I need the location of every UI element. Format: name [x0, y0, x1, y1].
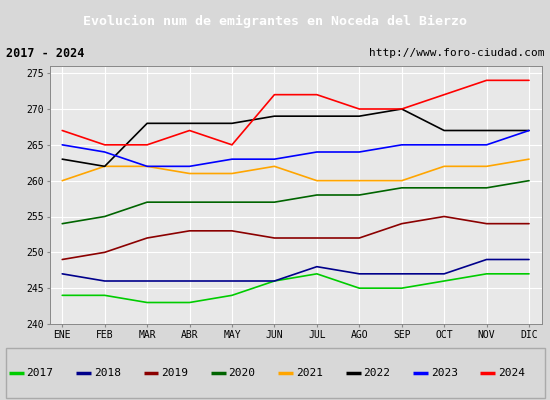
Text: http://www.foro-ciudad.com: http://www.foro-ciudad.com: [369, 48, 544, 58]
Text: 2020: 2020: [228, 368, 256, 378]
Text: 2017: 2017: [26, 368, 53, 378]
Text: 2021: 2021: [296, 368, 323, 378]
Text: 2019: 2019: [161, 368, 188, 378]
Text: 2023: 2023: [431, 368, 458, 378]
Text: 2018: 2018: [94, 368, 121, 378]
Text: 2022: 2022: [363, 368, 390, 378]
Text: 2017 - 2024: 2017 - 2024: [6, 47, 84, 60]
Text: Evolucion num de emigrantes en Noceda del Bierzo: Evolucion num de emigrantes en Noceda de…: [83, 14, 467, 28]
Text: 2024: 2024: [498, 368, 525, 378]
